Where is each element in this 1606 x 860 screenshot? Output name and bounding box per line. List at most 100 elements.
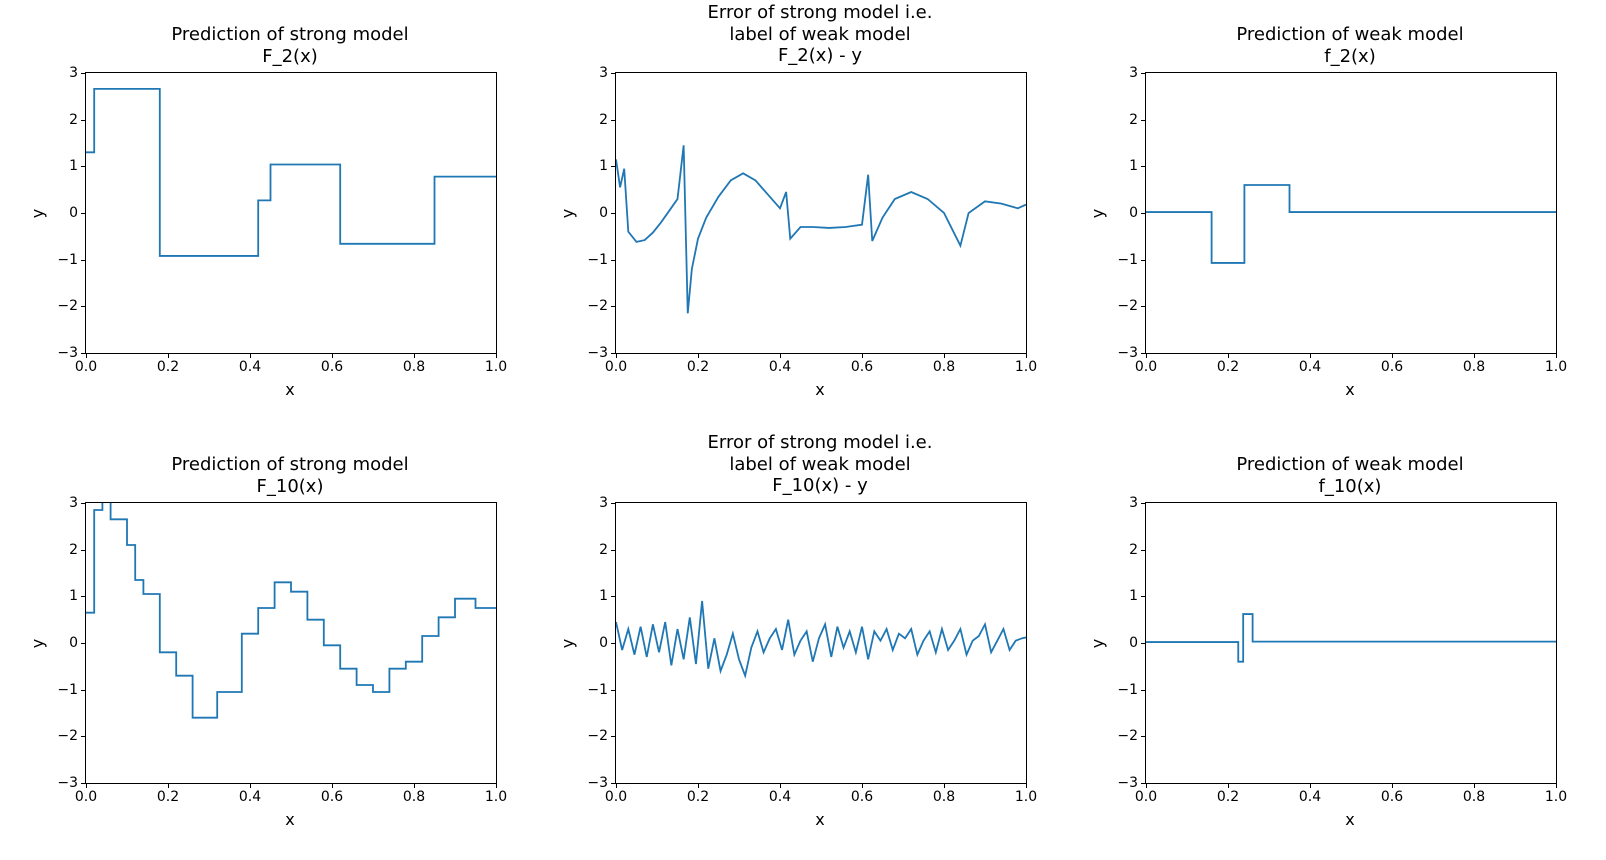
ytick-label: 2 — [599, 542, 608, 558]
ytick-label: 0 — [599, 635, 608, 651]
plot-area: −3−2−101230.00.20.40.60.81.0 — [615, 72, 1027, 354]
xtick-label: 1.0 — [485, 789, 507, 805]
ylabel: y — [28, 639, 47, 648]
ytick-label: −1 — [57, 682, 78, 698]
xtick-mark — [1556, 353, 1557, 358]
ytick-label: 0 — [599, 205, 608, 221]
ytick-label: −2 — [57, 728, 78, 744]
xtick-label: 0.6 — [1381, 359, 1403, 375]
ytick-label: 3 — [69, 65, 78, 81]
xtick-label: 0.4 — [1299, 359, 1321, 375]
ytick-label: 0 — [1129, 205, 1138, 221]
plot-title: Error of strong model i.e. label of weak… — [615, 2, 1025, 67]
xtick-label: 0.8 — [403, 359, 425, 375]
xtick-mark — [168, 353, 169, 358]
xtick-label: 0.8 — [933, 359, 955, 375]
ytick-label: 1 — [599, 588, 608, 604]
ylabel: y — [28, 209, 47, 218]
xtick-mark — [1392, 783, 1393, 788]
plot-title: Prediction of strong model F_10(x) — [85, 454, 495, 497]
plot-area: −3−2−101230.00.20.40.60.81.0 — [1145, 502, 1557, 784]
plot-area: −3−2−101230.00.20.40.60.81.0 — [85, 502, 497, 784]
xtick-label: 0.6 — [1381, 789, 1403, 805]
xtick-mark — [168, 783, 169, 788]
xtick-label: 0.4 — [239, 789, 261, 805]
xtick-label: 0.4 — [239, 359, 261, 375]
ytick-label: 2 — [599, 112, 608, 128]
plot-area: −3−2−101230.00.20.40.60.81.0 — [1145, 72, 1557, 354]
line-series — [616, 73, 1026, 353]
subplot-f10: Prediction of weak model f_10(x)−3−2−101… — [1145, 502, 1555, 782]
ytick-label: 1 — [1129, 588, 1138, 604]
xtick-label: 0.8 — [403, 789, 425, 805]
ytick-label: −1 — [57, 252, 78, 268]
ytick-label: −1 — [587, 252, 608, 268]
xtick-mark — [1228, 353, 1229, 358]
plot-title: Prediction of strong model F_2(x) — [85, 24, 495, 67]
xtick-label: 0.2 — [1217, 789, 1239, 805]
ytick-label: 1 — [69, 588, 78, 604]
subplot-E10: Error of strong model i.e. label of weak… — [615, 502, 1025, 782]
xtick-label: 0.6 — [321, 359, 343, 375]
xtick-mark — [698, 353, 699, 358]
xtick-label: 0.8 — [1463, 789, 1485, 805]
xtick-label: 1.0 — [1015, 789, 1037, 805]
xtick-label: 0.4 — [769, 359, 791, 375]
xtick-label: 0.0 — [75, 789, 97, 805]
ytick-label: −1 — [587, 682, 608, 698]
ytick-label: −2 — [587, 728, 608, 744]
ytick-label: 1 — [1129, 158, 1138, 174]
ytick-label: −1 — [1117, 252, 1138, 268]
ytick-label: 2 — [69, 542, 78, 558]
xtick-mark — [698, 783, 699, 788]
xtick-mark — [332, 783, 333, 788]
xtick-label: 0.0 — [605, 359, 627, 375]
ylabel: y — [1088, 209, 1107, 218]
xtick-mark — [86, 353, 87, 358]
xtick-label: 1.0 — [1545, 359, 1567, 375]
ytick-label: 3 — [599, 65, 608, 81]
plot-title: Prediction of weak model f_2(x) — [1145, 24, 1555, 67]
ytick-label: −2 — [1117, 298, 1138, 314]
ytick-label: 2 — [69, 112, 78, 128]
line-series — [616, 503, 1026, 783]
xlabel: x — [85, 810, 495, 829]
xtick-label: 0.6 — [851, 789, 873, 805]
xtick-mark — [616, 783, 617, 788]
xtick-mark — [1026, 353, 1027, 358]
xtick-mark — [1556, 783, 1557, 788]
ytick-label: 1 — [599, 158, 608, 174]
xtick-mark — [332, 353, 333, 358]
xtick-mark — [780, 353, 781, 358]
ytick-label: 3 — [1129, 495, 1138, 511]
ytick-label: −2 — [57, 298, 78, 314]
xtick-label: 0.2 — [157, 789, 179, 805]
subplot-E2: Error of strong model i.e. label of weak… — [615, 72, 1025, 352]
xtick-mark — [414, 783, 415, 788]
plot-area: −3−2−101230.00.20.40.60.81.0 — [615, 502, 1027, 784]
line-series — [1146, 503, 1556, 783]
ytick-label: 3 — [1129, 65, 1138, 81]
figure: Prediction of strong model F_2(x) −3−2−10… — [0, 0, 1606, 860]
xtick-label: 0.0 — [1135, 789, 1157, 805]
xtick-label: 1.0 — [485, 359, 507, 375]
xtick-mark — [862, 353, 863, 358]
ylabel: y — [558, 209, 577, 218]
xtick-label: 0.4 — [769, 789, 791, 805]
ylabel: y — [558, 639, 577, 648]
plot-title: Error of strong model i.e. label of weak… — [615, 432, 1025, 497]
xtick-label: 0.4 — [1299, 789, 1321, 805]
xtick-mark — [1146, 353, 1147, 358]
xtick-label: 1.0 — [1015, 359, 1037, 375]
xtick-mark — [616, 353, 617, 358]
ytick-label: 2 — [1129, 112, 1138, 128]
xlabel: x — [1145, 810, 1555, 829]
xtick-label: 0.0 — [605, 789, 627, 805]
ytick-label: −1 — [1117, 682, 1138, 698]
xtick-label: 0.8 — [1463, 359, 1485, 375]
ylabel: y — [1088, 639, 1107, 648]
xtick-mark — [1474, 353, 1475, 358]
xtick-mark — [414, 353, 415, 358]
ytick-label: 0 — [69, 635, 78, 651]
xtick-label: 0.2 — [1217, 359, 1239, 375]
